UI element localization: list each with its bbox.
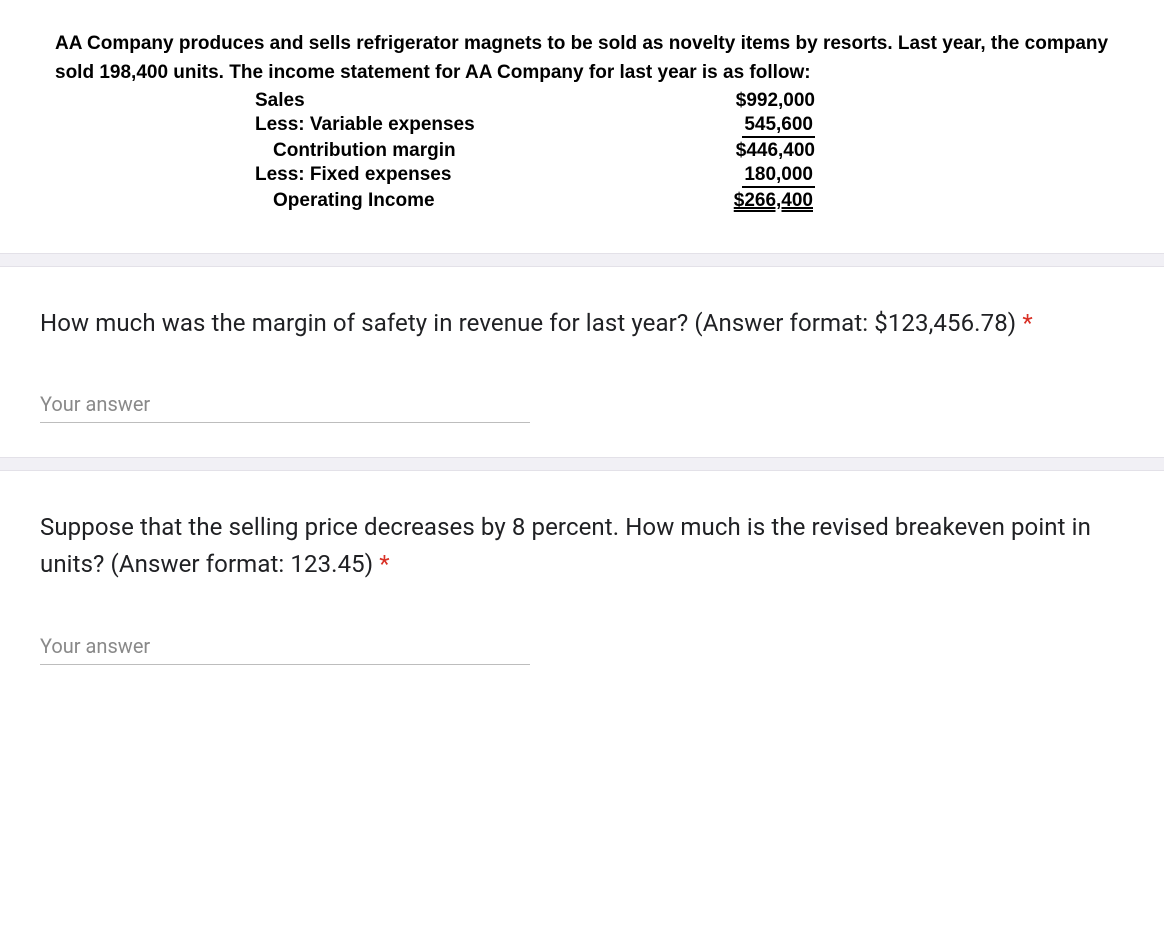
row-value: $992,000 (655, 89, 815, 113)
answer-input[interactable] (40, 630, 530, 665)
question-text-content: How much was the margin of safety in rev… (40, 309, 1016, 337)
page: AA Company produces and sells refrigerat… (0, 0, 1164, 699)
required-asterisk: * (1022, 309, 1032, 337)
row-label: Contribution margin (255, 139, 655, 163)
answer-wrap (40, 388, 1124, 423)
question-text: Suppose that the selling price decreases… (40, 509, 1124, 583)
row-label: Operating Income (255, 189, 655, 213)
problem-block: AA Company produces and sells refrigerat… (0, 0, 1164, 253)
row-label: Less: Variable expenses (255, 113, 655, 139)
question-text-content: Suppose that the selling price decreases… (40, 513, 1091, 578)
row-value: $446,400 (655, 139, 815, 163)
row-label: Less: Fixed expenses (255, 163, 655, 189)
question-card: Suppose that the selling price decreases… (0, 471, 1164, 698)
answer-wrap (40, 630, 1124, 665)
section-divider (0, 253, 1164, 267)
problem-intro-text: AA Company produces and sells refrigerat… (55, 30, 1109, 87)
question-text: How much was the margin of safety in rev… (40, 305, 1124, 342)
income-statement-table: Sales $992,000 Less: Variable expenses 5… (255, 89, 1109, 213)
required-asterisk: * (379, 550, 389, 578)
row-value: 545,600 (655, 113, 815, 139)
row-value: 180,000 (655, 163, 815, 189)
answer-input[interactable] (40, 388, 530, 423)
question-card: How much was the margin of safety in rev… (0, 267, 1164, 457)
row-value: $266,400 (655, 189, 815, 213)
row-label: Sales (255, 89, 655, 113)
section-divider (0, 457, 1164, 471)
